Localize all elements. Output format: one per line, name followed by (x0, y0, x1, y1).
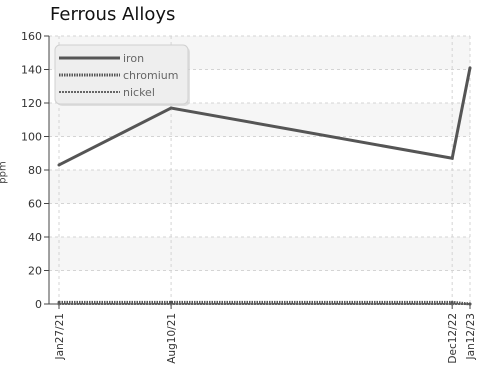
x-tick-label: Dec12/22 (447, 313, 459, 364)
chart-title: Ferrous Alloys (50, 4, 176, 25)
y-tick-label: 140 (21, 64, 42, 77)
grid-band (49, 237, 470, 271)
y-tick-label: 100 (21, 131, 42, 144)
y-tick-label: 60 (28, 198, 42, 211)
y-tick-label: 160 (21, 30, 42, 43)
legend-label-iron: iron (123, 52, 144, 65)
y-tick-label: 120 (21, 97, 42, 110)
data-point-chromium (468, 302, 472, 306)
series-line-iron (58, 67, 472, 167)
data-point-chromium (169, 300, 173, 304)
x-tick-label: Jan12/23 (465, 313, 477, 360)
x-tick-label: Jan27/21 (54, 313, 66, 360)
data-point-chromium (450, 300, 454, 304)
data-point-chromium (57, 300, 61, 304)
grid-band (49, 170, 470, 204)
data-point-iron (468, 66, 472, 70)
y-tick-label: 80 (28, 164, 42, 177)
x-tick-label: Aug10/21 (166, 313, 178, 364)
series-line-chromium (59, 300, 471, 306)
grid-band (49, 103, 470, 137)
data-point-iron (450, 156, 454, 160)
y-tick-label: 20 (28, 265, 42, 278)
y-tick-label: 0 (35, 298, 42, 311)
legend-box (54, 44, 189, 105)
data-point-iron (57, 163, 61, 167)
legend-label-chromium: chromium (123, 69, 179, 82)
data-point-iron (169, 106, 173, 110)
y-tick-label: 40 (28, 231, 42, 244)
legend-label-nickel: nickel (123, 86, 155, 99)
